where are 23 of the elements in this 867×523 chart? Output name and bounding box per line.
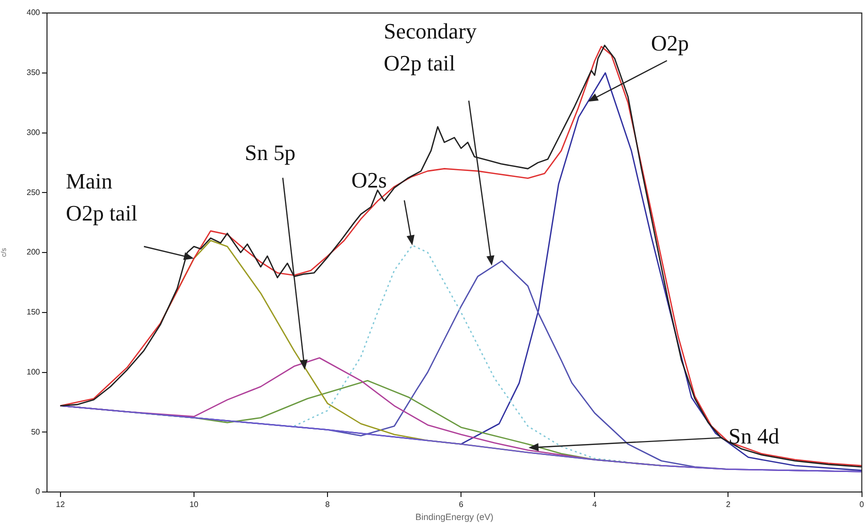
annotation: Sn 5p bbox=[244, 140, 296, 165]
y-tick-label: 100 bbox=[26, 367, 41, 376]
x-tick-label: 4 bbox=[592, 500, 598, 510]
x-tick-label: 6 bbox=[458, 500, 464, 510]
annotation: Main O2p tail bbox=[66, 168, 138, 226]
y-tick-label: 0 bbox=[36, 487, 41, 496]
annotation: O2p bbox=[650, 30, 689, 56]
annotation: Sn 4d bbox=[728, 424, 780, 449]
x-tick-label: 2 bbox=[726, 500, 731, 510]
annotation: O2s bbox=[351, 167, 387, 192]
x-tick-label: 0 bbox=[860, 500, 865, 510]
y-tick-label: 50 bbox=[31, 427, 41, 436]
y-tick-label: 200 bbox=[26, 248, 41, 257]
x-axis-title: BindingEnergy (eV) bbox=[415, 512, 494, 522]
x-tick-label: 10 bbox=[189, 500, 199, 510]
x-tick-label: 8 bbox=[325, 500, 330, 510]
annotation: Secondary O2p tail bbox=[384, 18, 477, 76]
y-tick-label: 150 bbox=[26, 308, 41, 317]
x-tick-label: 12 bbox=[56, 500, 66, 510]
y-tick-label: 300 bbox=[26, 128, 41, 137]
y-tick-label: 250 bbox=[26, 188, 41, 197]
y-tick-label: 350 bbox=[26, 68, 41, 78]
y-tick-label: 400 bbox=[26, 8, 41, 18]
